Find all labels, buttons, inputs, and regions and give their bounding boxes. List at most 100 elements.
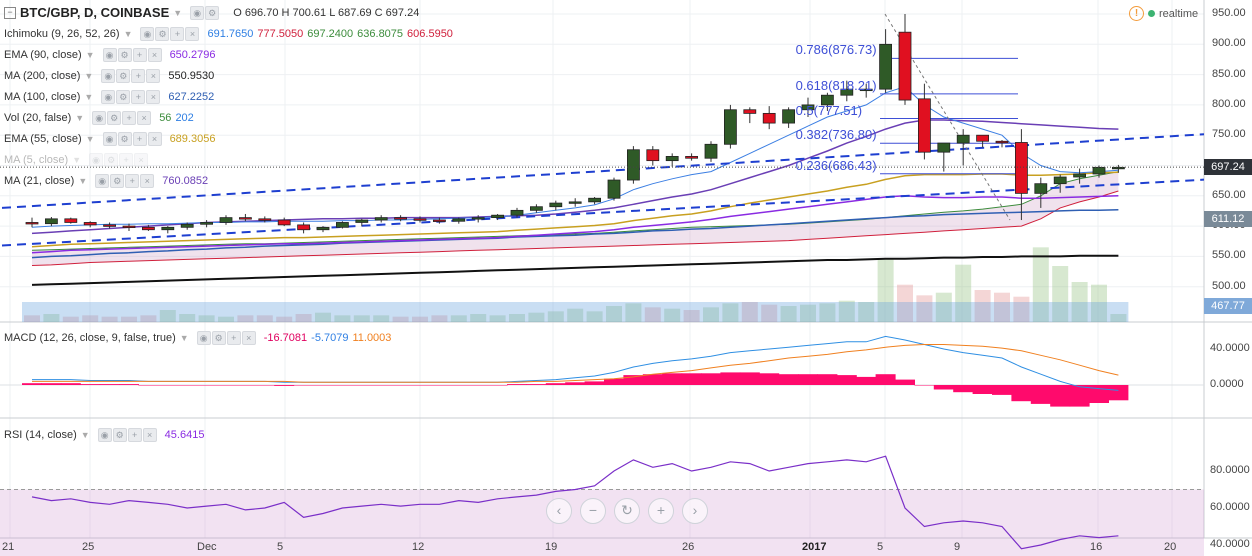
candle-body <box>724 109 737 145</box>
indicator-controls[interactable]: ◉ ⚙ + × <box>101 90 161 104</box>
add-icon[interactable]: + <box>132 48 147 62</box>
macd-histogram-bar <box>448 385 469 386</box>
chevron-down-icon[interactable]: ▼ <box>85 134 95 144</box>
indicator-name[interactable]: Vol (20, false) <box>4 112 72 124</box>
indicator-name[interactable]: MA (21, close) <box>4 175 75 187</box>
close-icon[interactable]: × <box>147 132 162 146</box>
add-icon[interactable]: + <box>132 132 147 146</box>
chevron-down-icon[interactable]: ▼ <box>72 155 82 165</box>
candle-body <box>25 222 39 225</box>
indicator-controls[interactable]: ◉ ⚙ + × <box>97 428 157 442</box>
chevron-down-icon[interactable]: ▼ <box>85 50 95 60</box>
indicator-name[interactable]: MA (100, close) <box>4 91 81 103</box>
reset-chart-button[interactable]: ↻ <box>614 498 640 524</box>
indicator-value: 697.2400 <box>307 28 354 40</box>
settings-icon[interactable]: ⚙ <box>211 331 226 345</box>
settings-icon[interactable]: ⚙ <box>155 27 170 41</box>
indicator-name[interactable]: MA (5, close) <box>4 154 69 166</box>
candle-body <box>1112 166 1125 170</box>
symbol-title[interactable]: BTC/GBP, D, COINBASE <box>20 5 170 20</box>
eye-icon[interactable]: ◉ <box>102 48 117 62</box>
volume-bar <box>237 315 254 322</box>
volume-bar <box>780 306 797 322</box>
indicator-controls[interactable]: ◉ ⚙ + × <box>196 331 256 345</box>
indicator-name[interactable]: MA (200, close) <box>4 70 81 82</box>
close-icon[interactable]: × <box>142 428 157 442</box>
eye-icon[interactable]: ◉ <box>102 132 117 146</box>
add-icon[interactable]: + <box>226 331 241 345</box>
macd-histogram-bar <box>914 385 935 386</box>
add-icon[interactable]: + <box>170 27 185 41</box>
price-axis-label: 900.00 <box>1212 37 1246 50</box>
indicator-name[interactable]: RSI (14, close) <box>4 429 77 441</box>
close-icon[interactable]: × <box>146 90 161 104</box>
eye-icon[interactable]: ◉ <box>92 111 107 125</box>
scroll-left-button[interactable]: ‹ <box>546 498 572 524</box>
volume-bars <box>22 247 1129 322</box>
settings-icon[interactable]: ⚙ <box>112 428 127 442</box>
indicator-controls[interactable]: ◉ ⚙ + × <box>92 111 152 125</box>
time-axis-label: 2017 <box>802 541 827 553</box>
chevron-down-icon[interactable]: ▼ <box>84 92 94 102</box>
settings-icon[interactable]: ⚙ <box>117 132 132 146</box>
indicator-controls[interactable]: ◉ ⚙ + × <box>89 153 149 167</box>
settings-icon[interactable]: ⚙ <box>104 153 119 167</box>
indicator-controls[interactable]: ◉ ⚙ + × <box>101 69 161 83</box>
warning-icon[interactable]: ! <box>1129 6 1144 21</box>
close-icon[interactable]: × <box>137 111 152 125</box>
close-icon[interactable]: × <box>185 27 200 41</box>
chevron-down-icon[interactable]: ▼ <box>84 71 94 81</box>
macd-histogram-bar <box>216 385 236 386</box>
volume-bar <box>43 314 60 322</box>
settings-icon[interactable]: ⚙ <box>116 69 131 83</box>
chevron-down-icon[interactable]: ▼ <box>75 113 85 123</box>
chevron-down-icon[interactable]: ▼ <box>78 176 88 186</box>
settings-icon[interactable]: ⚙ <box>117 48 132 62</box>
eye-icon[interactable]: ◉ <box>196 331 211 345</box>
eye-icon[interactable]: ◉ <box>89 153 104 167</box>
settings-icon[interactable]: ⚙ <box>110 174 125 188</box>
chevron-down-icon[interactable]: ▼ <box>179 333 189 343</box>
close-icon[interactable]: × <box>140 174 155 188</box>
indicator-name[interactable]: EMA (90, close) <box>4 49 82 61</box>
eye-icon[interactable]: ◉ <box>97 428 112 442</box>
scroll-right-button[interactable]: › <box>682 498 708 524</box>
eye-icon[interactable]: ◉ <box>140 27 155 41</box>
close-icon[interactable]: × <box>241 331 256 345</box>
chevron-down-icon[interactable]: ▼ <box>123 29 133 39</box>
eye-icon[interactable]: ◉ <box>101 90 116 104</box>
indicator-controls[interactable]: ◉ ⚙ + × <box>102 48 162 62</box>
volume-bar <box>179 314 196 322</box>
indicator-controls[interactable]: ◉ ⚙ + × <box>102 132 162 146</box>
close-icon[interactable]: × <box>146 69 161 83</box>
add-icon[interactable]: + <box>131 90 146 104</box>
indicator-name[interactable]: MACD (12, 26, close, 9, false, true) <box>4 332 176 344</box>
eye-icon[interactable]: ◉ <box>95 174 110 188</box>
settings-icon[interactable]: ⚙ <box>116 90 131 104</box>
macd-histogram-bar <box>584 381 605 385</box>
add-icon[interactable]: + <box>127 428 142 442</box>
add-icon[interactable]: + <box>131 69 146 83</box>
indicator-value: 627.2252 <box>168 91 215 103</box>
macd-histogram-bar <box>681 373 702 385</box>
indicator-name[interactable]: EMA (55, close) <box>4 133 82 145</box>
settings-icon[interactable]: ⚙ <box>107 111 122 125</box>
chevron-down-icon[interactable]: ▼ <box>173 7 183 18</box>
price-axis-label: 550.00 <box>1212 249 1246 262</box>
add-icon[interactable]: + <box>119 153 134 167</box>
zoom-in-button[interactable]: + <box>648 498 674 524</box>
indicator-controls[interactable]: ◉ ⚙ + × <box>95 174 155 188</box>
chevron-down-icon[interactable]: ▼ <box>80 430 90 440</box>
add-icon[interactable]: + <box>122 111 137 125</box>
close-icon[interactable]: × <box>134 153 149 167</box>
symbol-controls[interactable]: ◉ ⚙ <box>190 5 220 20</box>
close-icon[interactable]: × <box>147 48 162 62</box>
eye-icon[interactable]: ◉ <box>101 69 116 83</box>
indicator-name[interactable]: Ichimoku (9, 26, 52, 26) <box>4 28 120 40</box>
add-icon[interactable]: + <box>125 174 140 188</box>
collapse-icon[interactable]: − <box>4 6 16 19</box>
zoom-out-button[interactable]: − <box>580 498 606 524</box>
volume-bar <box>955 264 972 322</box>
indicator-controls[interactable]: ◉ ⚙ + × <box>140 27 200 41</box>
